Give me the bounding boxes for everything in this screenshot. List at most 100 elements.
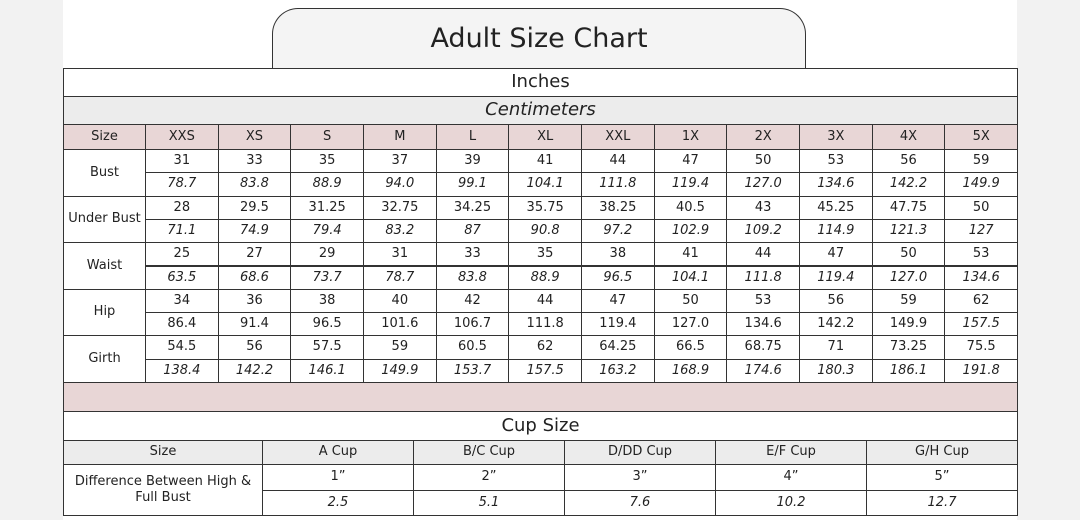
cm-value: 83.8 xyxy=(217,172,292,197)
inch-value: 62 xyxy=(508,335,582,360)
inch-value: 53 xyxy=(726,288,800,314)
size-header: 3X xyxy=(799,124,873,150)
inch-value: 47 xyxy=(581,288,655,314)
cm-value: 91.4 xyxy=(217,312,292,337)
cup-cm: 2.5 xyxy=(262,490,414,516)
measure-label: Hip xyxy=(63,288,146,337)
cm-value: 174.6 xyxy=(726,358,800,383)
inch-value: 71 xyxy=(799,335,873,360)
inch-value: 62 xyxy=(944,288,1018,314)
cm-value: 111.8 xyxy=(726,265,800,290)
inch-value: 31 xyxy=(145,149,219,174)
inch-value: 35 xyxy=(290,149,364,174)
cup-inch: 1” xyxy=(262,464,414,491)
cm-value: 127 xyxy=(944,218,1018,244)
inch-value: 35 xyxy=(508,242,582,267)
cm-value: 149.9 xyxy=(363,358,437,383)
cm-value: 168.9 xyxy=(653,358,728,383)
inch-value: 50 xyxy=(871,242,946,267)
cm-value: 180.3 xyxy=(799,358,873,383)
cm-value: 163.2 xyxy=(581,358,655,383)
cm-value: 121.3 xyxy=(871,218,946,244)
inch-value: 34 xyxy=(145,288,219,314)
cm-value: 102.9 xyxy=(653,218,728,244)
cm-value: 104.1 xyxy=(508,172,582,197)
cm-value: 119.4 xyxy=(581,312,655,337)
inch-value: 44 xyxy=(581,149,655,174)
cm-value: 142.2 xyxy=(871,172,946,197)
cm-value: 127.0 xyxy=(726,172,800,197)
inch-value: 27 xyxy=(217,242,292,267)
cm-value: 68.6 xyxy=(217,265,292,290)
cm-value: 78.7 xyxy=(145,172,219,197)
cm-value: 78.7 xyxy=(363,265,437,290)
cm-value: 134.6 xyxy=(944,265,1018,290)
cup-header: Size xyxy=(63,440,263,465)
inch-value: 59 xyxy=(944,149,1018,174)
cm-value: 142.2 xyxy=(799,312,873,337)
cm-value: 96.5 xyxy=(581,265,655,290)
cm-value: 73.7 xyxy=(290,265,364,290)
inch-value: 60.5 xyxy=(435,335,510,360)
cm-value: 157.5 xyxy=(508,358,582,383)
inch-value: 42 xyxy=(435,288,510,314)
inch-value: 73.25 xyxy=(871,335,946,360)
inch-value: 37 xyxy=(363,149,437,174)
cm-value: 134.6 xyxy=(726,312,800,337)
inch-value: 34.25 xyxy=(435,195,510,220)
cm-value: 86.4 xyxy=(145,312,219,337)
inch-value: 56 xyxy=(871,149,946,174)
cm-value: 134.6 xyxy=(799,172,873,197)
cup-header: A Cup xyxy=(262,440,414,465)
size-header: L xyxy=(435,124,510,150)
measure-label: Girth xyxy=(63,335,146,383)
measure-label: Under Bust xyxy=(63,195,146,244)
cm-value: 83.8 xyxy=(435,265,510,290)
cup-header: B/C Cup xyxy=(413,440,565,465)
cm-value: 99.1 xyxy=(435,172,510,197)
size-header: S xyxy=(290,124,364,150)
cm-value: 74.9 xyxy=(217,218,292,244)
inch-value: 50 xyxy=(653,288,728,314)
size-header: 5X xyxy=(944,124,1018,150)
cm-value: 138.4 xyxy=(145,358,219,383)
inch-value: 31.25 xyxy=(290,195,364,220)
cm-value: 114.9 xyxy=(799,218,873,244)
cup-label: Difference Between High & Full Bust xyxy=(63,464,263,516)
cm-value: 127.0 xyxy=(871,265,946,290)
spacer-row xyxy=(63,382,1018,412)
inch-value: 33 xyxy=(435,242,510,267)
cm-value: 90.8 xyxy=(508,218,582,244)
cup-inch: 2” xyxy=(413,464,565,491)
cm-value: 101.6 xyxy=(363,312,437,337)
cm-value: 88.9 xyxy=(290,172,364,197)
chart-title: Adult Size Chart xyxy=(272,8,806,68)
inch-value: 68.75 xyxy=(726,335,800,360)
cm-value: 153.7 xyxy=(435,358,510,383)
inch-value: 36 xyxy=(217,288,292,314)
size-header: XXL xyxy=(581,124,655,150)
inch-value: 56 xyxy=(799,288,873,314)
inch-value: 66.5 xyxy=(653,335,728,360)
inch-value: 59 xyxy=(871,288,946,314)
inch-value: 40 xyxy=(363,288,437,314)
unit-heading: Centimeters xyxy=(63,96,1018,125)
size-header: XXS xyxy=(145,124,219,150)
cm-value: 97.2 xyxy=(581,218,655,244)
size-header: XL xyxy=(508,124,582,150)
inch-value: 31 xyxy=(363,242,437,267)
measure-label: Bust xyxy=(63,149,146,197)
cm-value: 63.5 xyxy=(145,265,219,290)
cm-value: 157.5 xyxy=(944,312,1018,337)
inch-value: 40.5 xyxy=(653,195,728,220)
inch-value: 35.75 xyxy=(508,195,582,220)
cm-value: 111.8 xyxy=(581,172,655,197)
inch-value: 54.5 xyxy=(145,335,219,360)
cm-value: 96.5 xyxy=(290,312,364,337)
inch-value: 53 xyxy=(799,149,873,174)
inch-value: 47 xyxy=(799,242,873,267)
cm-value: 71.1 xyxy=(145,218,219,244)
cup-cm: 5.1 xyxy=(413,490,565,516)
cm-value: 106.7 xyxy=(435,312,510,337)
cm-value: 119.4 xyxy=(653,172,728,197)
